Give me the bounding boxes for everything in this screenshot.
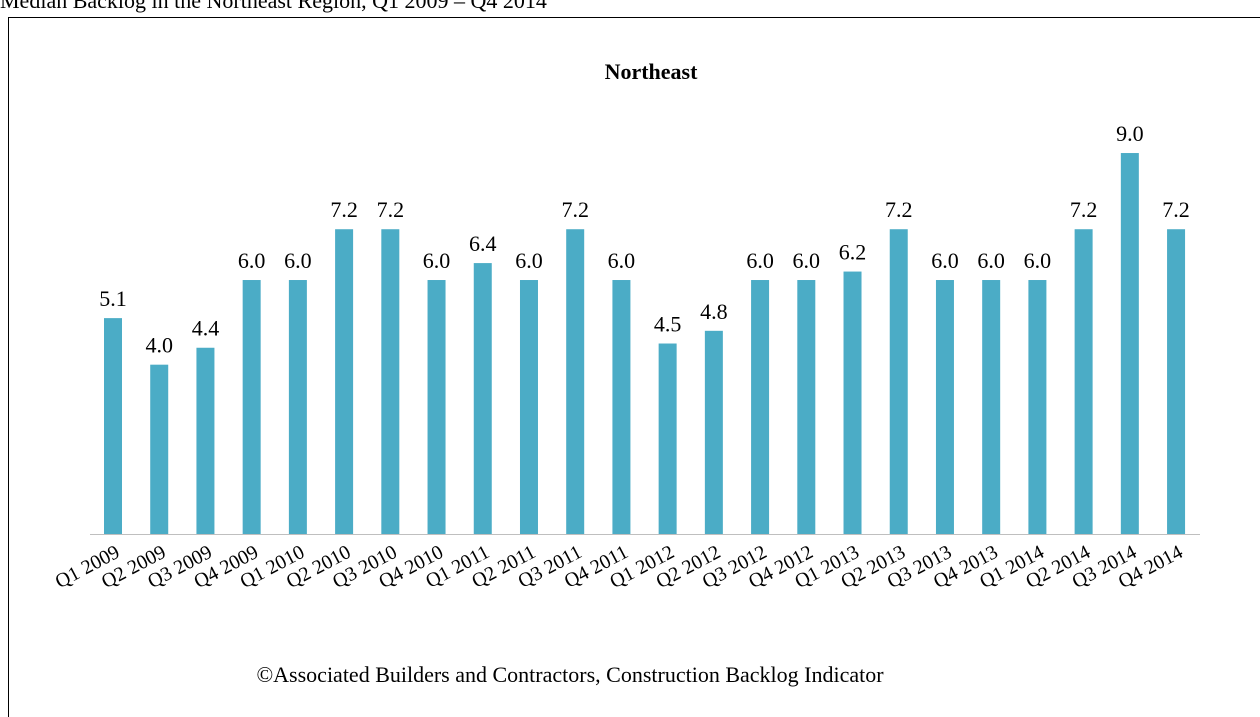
data-label: 7.2 — [377, 197, 405, 222]
bar — [1167, 229, 1186, 534]
data-label: 6.2 — [839, 240, 867, 265]
data-label: 7.2 — [561, 197, 589, 222]
bar — [843, 271, 862, 534]
bar — [1074, 229, 1093, 534]
data-label: 6.0 — [931, 248, 959, 273]
source-note: ©Associated Builders and Contractors, Co… — [256, 662, 884, 687]
page-header: Median Backlog in the Northeast Region, … — [0, 0, 547, 13]
bar — [1120, 153, 1139, 534]
data-label: 6.0 — [977, 248, 1005, 273]
bar — [104, 318, 122, 534]
data-label: 7.2 — [1162, 197, 1190, 222]
data-label: 6.4 — [469, 231, 497, 256]
bar — [519, 280, 538, 534]
data-label: 4.0 — [145, 333, 173, 358]
bar — [381, 229, 400, 534]
bar — [335, 229, 354, 534]
data-label: 9.0 — [1116, 121, 1144, 146]
data-label: 7.2 — [330, 197, 358, 222]
bar — [751, 280, 770, 534]
bar — [612, 280, 631, 534]
bar — [797, 280, 816, 534]
data-label: 6.0 — [746, 248, 774, 273]
bar — [1028, 280, 1047, 534]
bar — [150, 364, 169, 534]
bar — [288, 280, 307, 534]
data-label: 4.4 — [192, 316, 220, 341]
bar — [658, 343, 677, 534]
data-label: 7.2 — [1070, 197, 1098, 222]
data-label: 5.1 — [99, 286, 127, 311]
data-label: 7.2 — [885, 197, 913, 222]
bar — [473, 263, 492, 534]
bar — [935, 280, 954, 534]
bar — [242, 280, 261, 534]
chart-title: Northeast — [605, 59, 699, 84]
bar — [704, 330, 723, 534]
data-label: 6.0 — [284, 248, 312, 273]
bar — [982, 280, 1001, 534]
bar — [889, 229, 908, 534]
data-label: 6.0 — [515, 248, 543, 273]
data-label: 4.5 — [654, 312, 682, 337]
bar — [196, 347, 215, 534]
bar — [566, 229, 585, 534]
chart-frame — [8, 17, 1260, 717]
data-label: 6.0 — [423, 248, 451, 273]
data-label: 6.0 — [238, 248, 266, 273]
data-label: 6.0 — [793, 248, 821, 273]
data-label: 4.8 — [700, 299, 728, 324]
data-label: 6.0 — [608, 248, 636, 273]
bar — [427, 280, 446, 534]
data-label: 6.0 — [1024, 248, 1052, 273]
